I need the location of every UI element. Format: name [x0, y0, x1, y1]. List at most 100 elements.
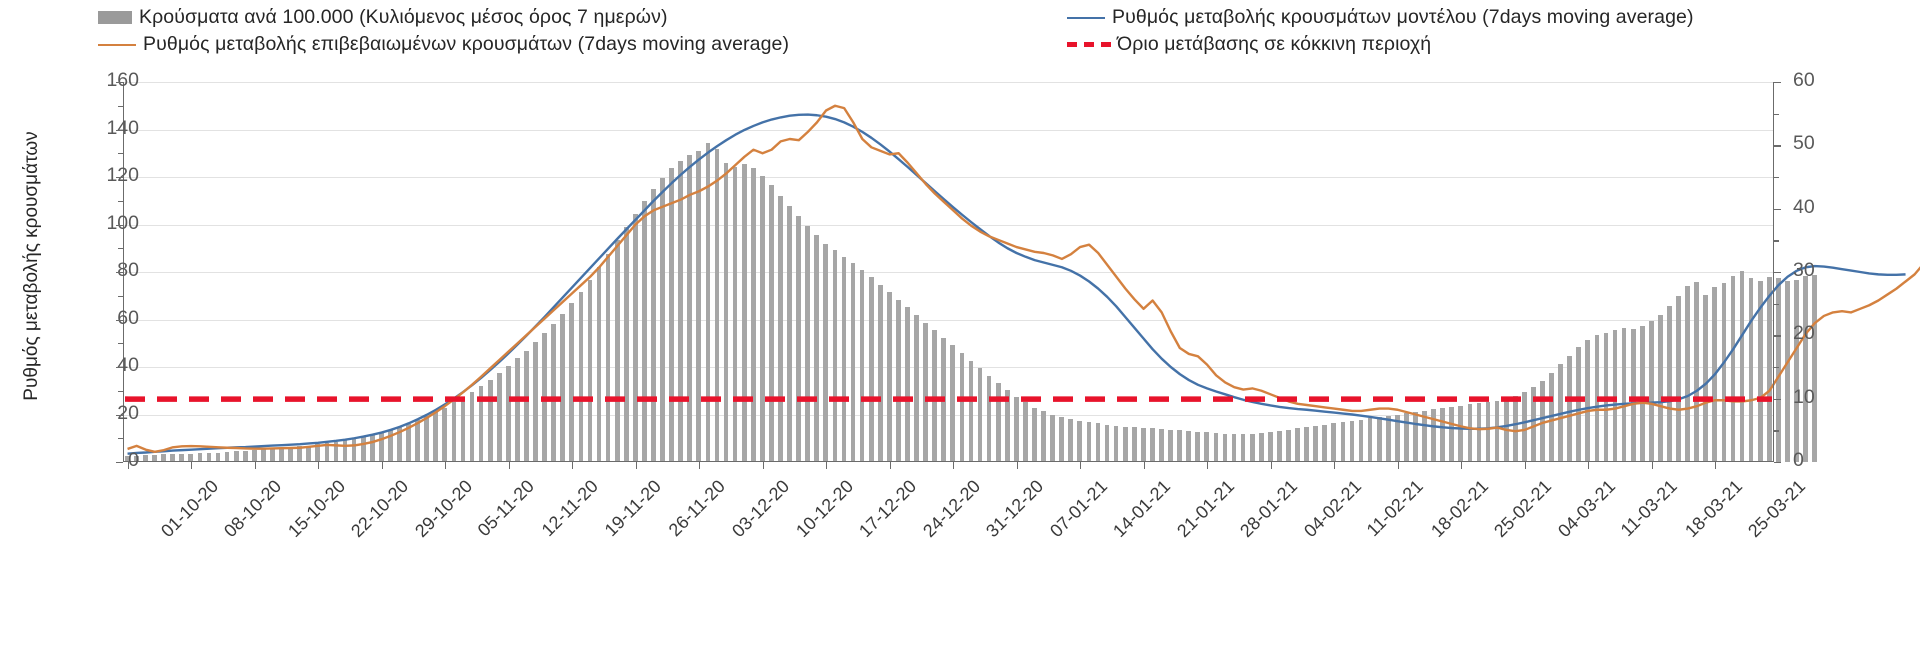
bar — [578, 291, 584, 462]
legend-item-red-zone-threshold[interactable]: Όριο μετάβασης σε κόκκινη περιοχή — [1067, 33, 1431, 56]
bar — [1177, 430, 1182, 462]
bar — [959, 353, 965, 462]
x-axis-ticks — [123, 462, 1774, 470]
x-axis-tick — [508, 462, 510, 469]
x-axis-tick-label: 12-11-20 — [537, 476, 602, 541]
right-axis-tick-label: 50 — [1793, 132, 1815, 155]
x-axis-tick — [572, 462, 574, 469]
x-axis-tick — [1334, 462, 1336, 469]
left-axis-tick — [116, 177, 123, 179]
left-axis-tick-label: 160 — [106, 69, 139, 91]
right-axis-minor-tick — [1774, 367, 1779, 369]
x-axis-tick — [699, 462, 701, 469]
bar — [632, 213, 638, 462]
bar — [787, 206, 792, 462]
bar — [124, 456, 130, 462]
bar — [623, 227, 629, 462]
bar — [143, 455, 148, 462]
bar — [170, 454, 176, 462]
bar — [1812, 274, 1817, 462]
bar — [1032, 407, 1037, 462]
left-axis-tick-label: 140 — [106, 116, 139, 139]
bar — [1068, 418, 1074, 462]
left-axis-tick-label: 120 — [106, 164, 139, 186]
x-axis-tick — [762, 462, 764, 469]
plot-area — [123, 82, 1774, 462]
bar — [206, 452, 212, 462]
bar — [179, 453, 185, 462]
bar — [469, 391, 475, 462]
bar — [1267, 432, 1273, 462]
bar — [1576, 346, 1582, 462]
bar — [1766, 277, 1772, 462]
bar — [977, 368, 983, 462]
series-line — [128, 115, 1906, 454]
line-swatch-icon — [98, 43, 136, 46]
bar — [197, 453, 203, 462]
line-swatch-icon — [1067, 16, 1105, 19]
bar — [1322, 424, 1328, 462]
legend-item-cases-per-100k[interactable]: Κρούσματα ανά 100.000 (Κυλιόμενος μέσος … — [98, 6, 668, 29]
bar — [587, 279, 593, 462]
bar — [1041, 411, 1046, 462]
bar — [814, 235, 820, 462]
x-axis-tick — [1524, 462, 1526, 469]
bar — [442, 407, 448, 462]
x-axis-tick — [1016, 462, 1018, 469]
bar — [406, 424, 411, 462]
bar — [1023, 402, 1028, 462]
bar — [932, 330, 938, 462]
dashed-line-swatch-icon — [1067, 42, 1111, 47]
bar — [1803, 276, 1808, 462]
left-axis-tick-label: 60 — [117, 306, 139, 329]
chart-legend: Κρούσματα ανά 100.000 (Κυλιόμενος μέσος … — [0, 0, 1920, 62]
bar — [1095, 423, 1101, 462]
x-axis-tick-label: 31-12-20 — [982, 476, 1048, 542]
bar — [1721, 283, 1727, 462]
bar — [1376, 417, 1382, 462]
bar — [1358, 419, 1364, 462]
x-axis-tick-label: 18-03-21 — [1680, 476, 1746, 542]
bar — [1331, 423, 1337, 462]
bar — [1585, 339, 1591, 462]
bar — [378, 432, 384, 462]
x-axis-tick — [1270, 462, 1272, 469]
x-axis-tick-label: 26-11-20 — [664, 476, 729, 541]
left-axis-tick — [116, 414, 123, 416]
bar — [1349, 420, 1355, 462]
bar — [1286, 429, 1291, 462]
bar — [1431, 409, 1436, 462]
right-axis-tick — [1774, 398, 1781, 400]
bar — [297, 446, 303, 462]
legend-item-confirmed-rate[interactable]: Ρυθμός μεταβολής επιβεβαιωμένων κρουσμάτ… — [98, 33, 789, 56]
bar — [1413, 411, 1418, 462]
left-axis-tick — [116, 224, 123, 226]
bar — [1658, 315, 1663, 462]
legend-item-model-rate[interactable]: Ρυθμός μεταβολής κρουσμάτων μοντέλου (7d… — [1067, 6, 1694, 29]
x-axis-tick-label: 25-03-21 — [1744, 476, 1810, 542]
bar — [1594, 334, 1600, 462]
bar — [714, 148, 720, 462]
bar — [968, 360, 974, 462]
bar — [1703, 294, 1709, 462]
left-axis-title: Ρυθμός μεταβολής κρουσμάτων — [21, 131, 42, 401]
bar — [823, 243, 829, 462]
bar — [687, 154, 693, 462]
x-axis-labels: 01-10-20 08-10-20 15-10-20 22-10-20 29-10-20… — [0, 470, 1920, 590]
bar — [388, 430, 393, 462]
bar — [342, 440, 348, 462]
left-axis-tick — [116, 272, 123, 274]
bar — [877, 284, 883, 462]
bar — [1340, 422, 1346, 462]
bar — [1685, 285, 1690, 462]
right-axis-tick-label: 20 — [1793, 322, 1815, 345]
bar — [1775, 278, 1781, 462]
left-axis-tick — [116, 367, 123, 369]
x-axis-tick-label: 24-12-20 — [918, 476, 984, 542]
left-axis-minor-tick — [118, 153, 123, 155]
bar — [1186, 430, 1192, 462]
bar-swatch-icon — [98, 11, 132, 24]
x-axis-tick — [191, 462, 193, 469]
bar — [1748, 278, 1754, 462]
bar — [1630, 329, 1636, 462]
